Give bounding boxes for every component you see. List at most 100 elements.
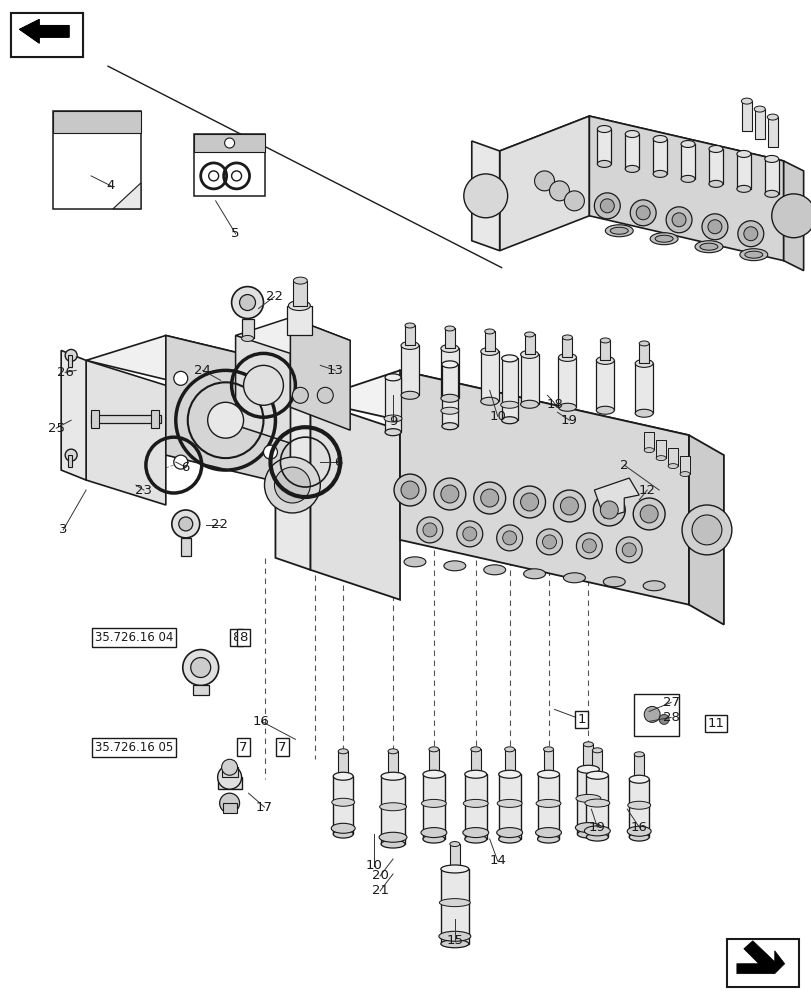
Circle shape: [681, 505, 731, 555]
Ellipse shape: [241, 335, 253, 341]
Bar: [597, 129, 611, 164]
Polygon shape: [19, 19, 69, 43]
Polygon shape: [310, 370, 689, 465]
Ellipse shape: [423, 835, 444, 843]
Polygon shape: [235, 318, 350, 358]
Bar: [440, 869, 468, 944]
Ellipse shape: [654, 235, 672, 242]
Ellipse shape: [379, 832, 406, 842]
Ellipse shape: [500, 401, 518, 408]
Ellipse shape: [575, 794, 600, 802]
Circle shape: [549, 181, 569, 201]
Ellipse shape: [498, 770, 520, 778]
Ellipse shape: [655, 456, 665, 461]
Ellipse shape: [626, 826, 650, 836]
Ellipse shape: [464, 835, 486, 843]
Circle shape: [534, 171, 554, 191]
Text: 13: 13: [326, 364, 343, 377]
Circle shape: [691, 515, 721, 545]
Ellipse shape: [293, 277, 307, 284]
Bar: [338, 751, 348, 776]
Ellipse shape: [652, 170, 667, 177]
Circle shape: [239, 295, 255, 311]
Ellipse shape: [333, 830, 353, 838]
Text: 7: 7: [239, 741, 247, 754]
Ellipse shape: [464, 770, 486, 778]
Bar: [501, 358, 517, 420]
Circle shape: [502, 531, 516, 545]
Bar: [217, 777, 241, 789]
Ellipse shape: [577, 765, 599, 773]
Ellipse shape: [634, 359, 652, 367]
Ellipse shape: [384, 429, 401, 436]
Ellipse shape: [652, 136, 667, 142]
Ellipse shape: [599, 338, 610, 343]
Ellipse shape: [740, 98, 751, 104]
Circle shape: [225, 138, 234, 148]
Ellipse shape: [388, 749, 397, 754]
Text: 22: 22: [211, 518, 228, 531]
Ellipse shape: [524, 332, 534, 337]
Ellipse shape: [439, 899, 470, 907]
Ellipse shape: [586, 771, 607, 779]
Ellipse shape: [753, 106, 764, 112]
Circle shape: [639, 505, 658, 523]
Ellipse shape: [444, 326, 454, 331]
Circle shape: [423, 523, 436, 537]
Bar: [643, 432, 654, 450]
Ellipse shape: [401, 391, 418, 399]
Ellipse shape: [480, 397, 498, 405]
Bar: [68, 455, 72, 467]
Text: 7: 7: [278, 741, 286, 754]
Circle shape: [496, 525, 522, 551]
Text: 23: 23: [135, 484, 152, 497]
Text: 9: 9: [388, 415, 397, 428]
Ellipse shape: [708, 180, 722, 187]
Ellipse shape: [680, 141, 694, 147]
Polygon shape: [589, 116, 783, 261]
Ellipse shape: [592, 748, 602, 753]
Bar: [380, 776, 405, 844]
Bar: [652, 139, 667, 174]
Circle shape: [581, 539, 595, 553]
Ellipse shape: [440, 940, 468, 948]
Circle shape: [65, 449, 77, 461]
Circle shape: [513, 486, 545, 518]
Text: 6: 6: [182, 461, 190, 474]
Circle shape: [672, 213, 685, 227]
Ellipse shape: [480, 347, 498, 355]
Polygon shape: [61, 350, 86, 480]
Circle shape: [629, 200, 655, 226]
Ellipse shape: [699, 243, 717, 250]
Ellipse shape: [604, 225, 633, 237]
Bar: [655, 440, 665, 458]
Circle shape: [621, 543, 636, 557]
Bar: [401, 345, 418, 395]
Ellipse shape: [634, 409, 652, 417]
Text: 22: 22: [266, 290, 282, 303]
Circle shape: [633, 498, 664, 530]
Ellipse shape: [558, 403, 576, 411]
Circle shape: [702, 214, 727, 240]
Text: 35.726.16 05: 35.726.16 05: [95, 741, 173, 754]
Bar: [680, 144, 694, 179]
Bar: [194, 134, 265, 196]
Ellipse shape: [463, 799, 487, 807]
Text: 10: 10: [489, 410, 505, 423]
Bar: [441, 364, 457, 426]
Bar: [558, 357, 576, 407]
Bar: [221, 767, 238, 777]
Ellipse shape: [595, 356, 614, 364]
Polygon shape: [400, 370, 689, 605]
Ellipse shape: [562, 335, 572, 340]
Bar: [484, 331, 494, 351]
Ellipse shape: [470, 747, 480, 752]
Circle shape: [191, 658, 210, 678]
Text: 4: 4: [107, 179, 115, 192]
Ellipse shape: [744, 251, 762, 258]
Bar: [405, 325, 414, 345]
Text: 17: 17: [255, 801, 272, 814]
Circle shape: [707, 220, 721, 234]
Circle shape: [593, 494, 624, 526]
Circle shape: [217, 765, 241, 789]
